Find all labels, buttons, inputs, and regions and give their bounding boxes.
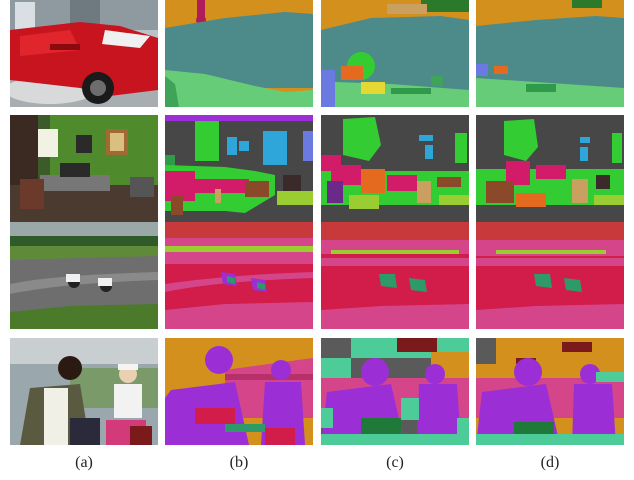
row4-prediction-c [321, 338, 469, 445]
column-label-d: (d) [540, 454, 560, 471]
column-label-b: (b) [229, 454, 249, 471]
row2-input-photo [10, 115, 158, 222]
row1-ground-truth [165, 0, 313, 107]
row3-prediction-d [476, 222, 624, 329]
row2-prediction-c [321, 115, 469, 222]
row3-prediction-c [321, 222, 469, 329]
row4-input-photo [10, 338, 158, 445]
row3-input-photo [10, 222, 158, 329]
column-label-a: (a) [75, 454, 93, 471]
row1-input-photo [10, 0, 158, 107]
row4-ground-truth [165, 338, 313, 445]
row1-prediction-c [321, 0, 469, 107]
row2-ground-truth [165, 115, 313, 222]
row3-ground-truth [165, 222, 313, 329]
row1-prediction-d [476, 0, 624, 107]
row2-prediction-d [476, 115, 624, 222]
column-label-c: (c) [386, 454, 404, 471]
row4-prediction-d [476, 338, 624, 445]
